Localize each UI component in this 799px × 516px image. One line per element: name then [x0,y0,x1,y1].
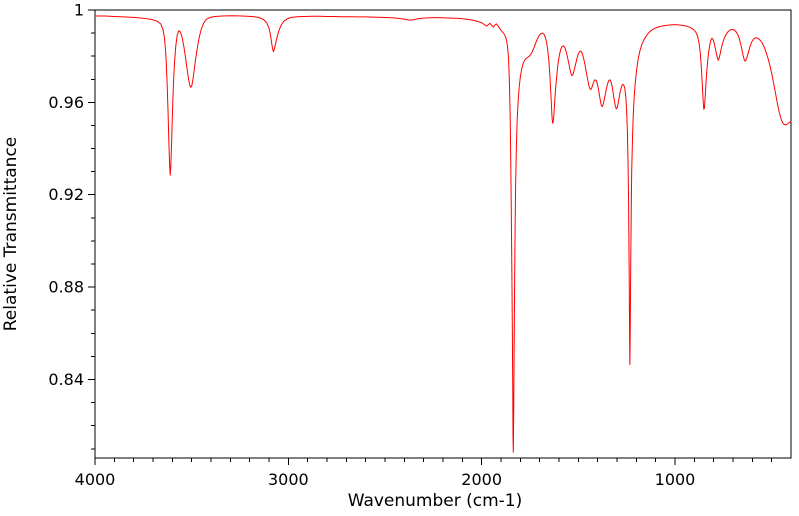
x-tick-label: 4000 [75,470,116,489]
y-tick-label: 0.84 [48,370,84,389]
curve-layer [94,15,792,453]
x-tick-label: 2000 [461,470,502,489]
y-tick-label: 0.88 [48,278,84,297]
x-tick-label: 3000 [268,470,309,489]
x-axis-title: Wavenumber (cm-1) [348,491,523,511]
plot-frame [94,9,792,459]
spectrum-line [94,15,792,453]
axes-layer: 4000 3000 2000 1000 1 0.96 0.92 0.88 0.84 [48,1,792,489]
x-tick-label: 1000 [655,470,696,489]
y-tick-label: 0.92 [48,185,84,204]
y-tick-label: 1 [74,1,84,20]
y-axis-title: Relative Transmittance [1,137,21,332]
y-tick-label: 0.96 [48,93,84,112]
